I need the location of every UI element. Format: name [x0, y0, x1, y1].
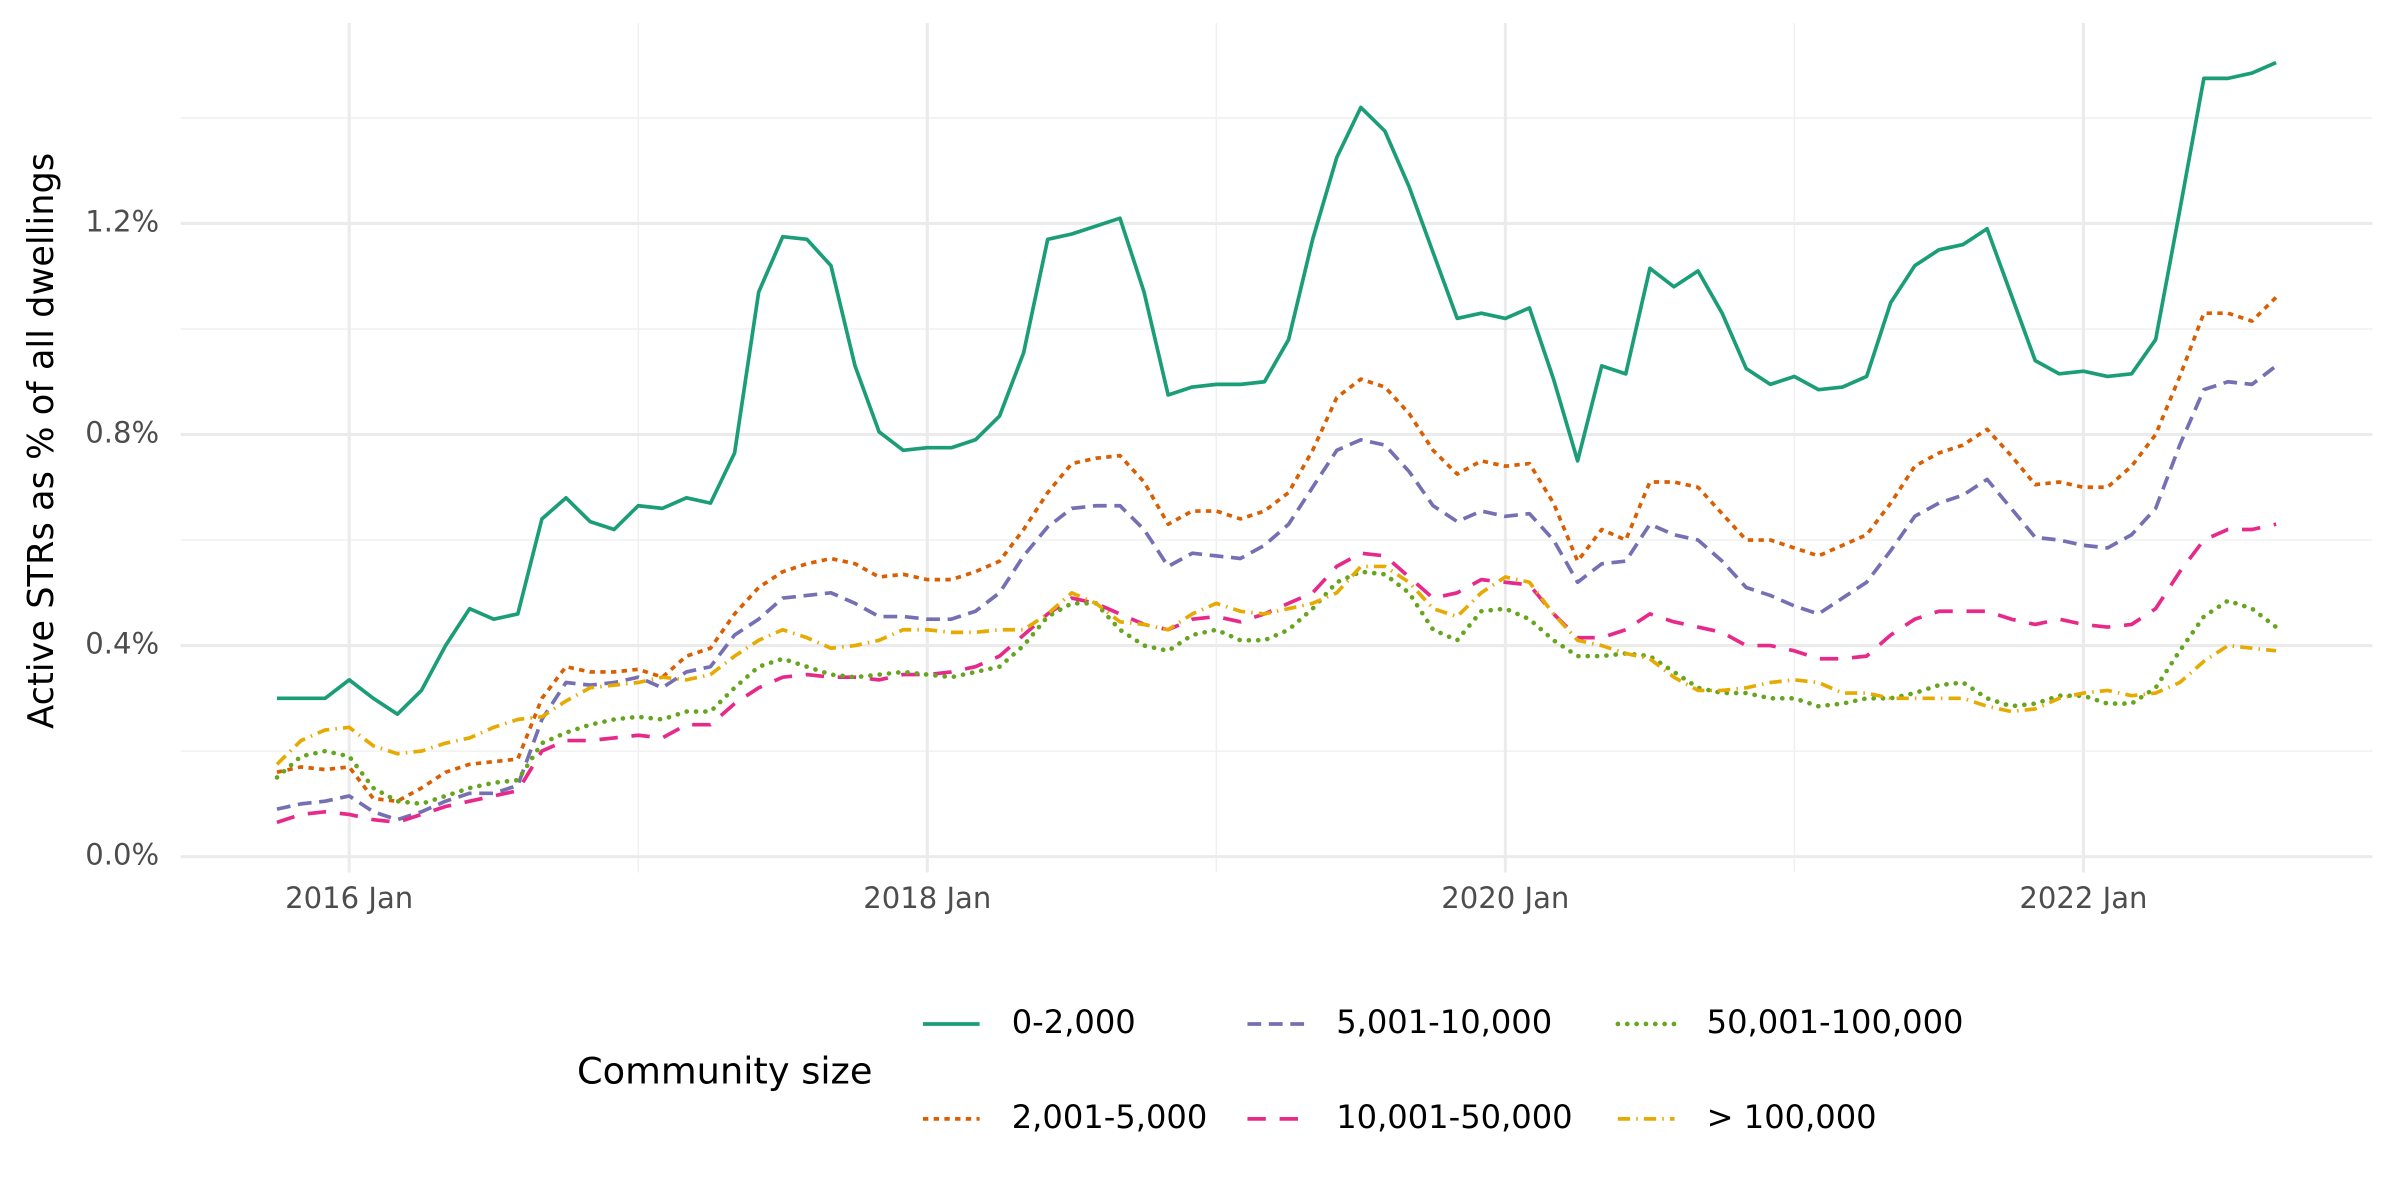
legend-label: 5,001-10,000 — [1336, 1003, 1552, 1041]
legend-title: Community size — [577, 1049, 872, 1092]
legend-label: 10,001-50,000 — [1336, 1098, 1572, 1136]
legend-label: 50,001-100,000 — [1707, 1003, 1964, 1041]
series-line — [274, 569, 2279, 807]
y-tick-label: 0.8% — [85, 416, 159, 450]
series-line — [276, 60, 2277, 716]
y-tick-label: 1.2% — [85, 204, 159, 238]
series-line — [276, 522, 2277, 825]
legend-label: 2,001-5,000 — [1012, 1098, 1208, 1136]
series-line — [275, 564, 2277, 766]
y-tick-label: 0.0% — [85, 838, 159, 872]
y-tick-label: 0.4% — [85, 627, 159, 661]
x-tick-label: 2018 Jan — [863, 881, 991, 915]
legend-label: > 100,000 — [1707, 1098, 1877, 1136]
x-tick-label: 2022 Jan — [2019, 881, 2147, 915]
x-tick-label: 2020 Jan — [1441, 881, 1569, 915]
legend-label: 0-2,000 — [1012, 1003, 1136, 1041]
series-line — [276, 296, 2278, 804]
series-line — [276, 364, 2278, 822]
y-axis-title: Active STRs as % of all dwellings — [21, 153, 62, 729]
x-tick-label: 2016 Jan — [285, 881, 413, 915]
